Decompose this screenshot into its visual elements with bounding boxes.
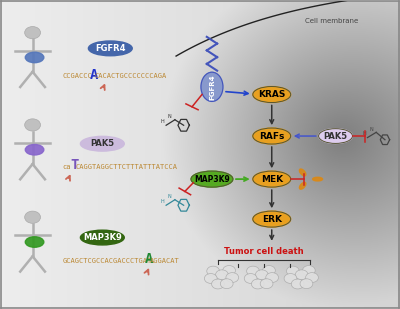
Ellipse shape — [253, 211, 291, 227]
Circle shape — [291, 279, 304, 289]
Circle shape — [260, 279, 273, 289]
Text: Tumor cell death: Tumor cell death — [224, 247, 304, 256]
Circle shape — [226, 273, 239, 282]
Circle shape — [262, 265, 275, 275]
Ellipse shape — [313, 177, 322, 181]
Text: ERK: ERK — [262, 214, 282, 224]
Text: KRAS: KRAS — [258, 90, 286, 99]
Text: T: T — [70, 158, 79, 172]
Circle shape — [244, 273, 257, 283]
Text: CAGGTAGGCTTCTTTATTTATCCA: CAGGTAGGCTTCTTTATTTATCCA — [75, 164, 177, 170]
Circle shape — [286, 266, 299, 276]
Ellipse shape — [25, 52, 44, 63]
Text: FGFR4: FGFR4 — [95, 44, 126, 53]
Text: PAK5: PAK5 — [90, 139, 114, 148]
Text: GCAGCTCGCCACGACCCTGAT: GCAGCTCGCCACGACCCTGAT — [62, 258, 152, 264]
Ellipse shape — [318, 129, 352, 143]
Text: MAP3K9: MAP3K9 — [83, 233, 122, 242]
Circle shape — [295, 270, 308, 280]
Circle shape — [220, 279, 233, 289]
Circle shape — [204, 273, 217, 283]
Text: N: N — [168, 193, 171, 198]
Circle shape — [306, 273, 318, 282]
Circle shape — [25, 211, 40, 223]
Circle shape — [25, 27, 40, 39]
Text: MAP3K9: MAP3K9 — [194, 175, 230, 184]
Ellipse shape — [300, 182, 306, 189]
Text: H: H — [362, 131, 366, 136]
Text: RAFs: RAFs — [259, 132, 284, 141]
Ellipse shape — [201, 72, 223, 101]
Circle shape — [25, 119, 40, 131]
Text: N: N — [168, 113, 171, 119]
Ellipse shape — [25, 145, 44, 155]
Text: CACACTGCCCCCCCAGA: CACACTGCCCCCCCAGA — [95, 73, 167, 79]
Circle shape — [266, 273, 278, 282]
Circle shape — [256, 270, 268, 280]
Text: CCGACCC: CCGACCC — [62, 73, 92, 79]
Text: H: H — [160, 199, 164, 204]
Circle shape — [207, 266, 220, 276]
Ellipse shape — [80, 136, 124, 151]
Circle shape — [247, 266, 259, 276]
Text: Cell membrane: Cell membrane — [305, 18, 358, 24]
Text: MEK: MEK — [261, 175, 283, 184]
Text: AGGACAT: AGGACAT — [150, 258, 179, 264]
Text: FGFR4: FGFR4 — [209, 74, 215, 99]
Circle shape — [212, 279, 224, 289]
Ellipse shape — [88, 41, 132, 56]
Ellipse shape — [253, 87, 291, 103]
Circle shape — [300, 279, 313, 289]
Ellipse shape — [253, 128, 291, 144]
Ellipse shape — [253, 171, 291, 187]
Ellipse shape — [191, 171, 233, 187]
Circle shape — [223, 265, 236, 275]
Text: A: A — [90, 68, 98, 82]
Circle shape — [252, 279, 264, 289]
Text: PAK5: PAK5 — [324, 132, 348, 141]
Text: N: N — [370, 127, 373, 132]
Text: A: A — [144, 252, 153, 266]
Ellipse shape — [300, 169, 306, 176]
Circle shape — [302, 265, 315, 275]
Text: H: H — [160, 119, 164, 124]
Text: ca: ca — [62, 164, 71, 170]
Ellipse shape — [80, 230, 124, 245]
Circle shape — [216, 270, 228, 280]
Ellipse shape — [25, 237, 44, 247]
Circle shape — [284, 273, 297, 283]
